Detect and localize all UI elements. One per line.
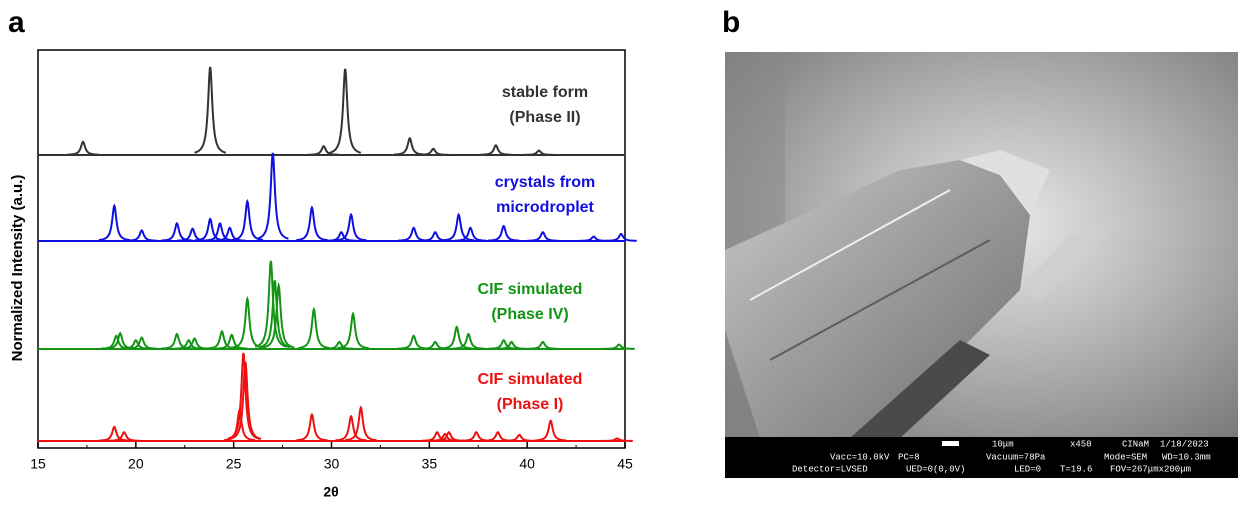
series-label: crystals from [495,174,596,191]
peak [214,226,246,242]
peak [337,311,369,350]
peak [256,152,289,240]
peak [216,333,248,350]
sem-info: 10μm [992,439,1014,449]
peak [480,144,512,156]
y-axis-label: Normalized Intensity (a.u.) [9,175,26,362]
peak [442,212,475,242]
peak [527,231,559,242]
x-tick-label: 15 [30,456,46,472]
peak [454,226,487,242]
peak [452,332,485,350]
series-label: microdroplet [496,199,594,216]
sem-info: CINaM [1122,439,1149,449]
panel-label: b [722,6,740,39]
peak [487,224,520,242]
peak [394,136,426,156]
series-label: (Phase II) [509,109,580,126]
series-label: stable form [502,84,588,101]
peak [204,221,236,242]
peak [433,431,465,442]
peak [254,260,287,348]
peak [194,66,227,154]
series-label: (Phase IV) [491,306,568,323]
x-tick-label: 45 [617,456,633,472]
sem-info: Vacuum=78Pa [986,452,1046,462]
peak [578,235,610,242]
peak [178,337,211,350]
peak [534,419,567,442]
sem-info: Detector=LVSED [792,464,868,474]
series-label: (Phase I) [497,396,564,413]
x-tick-label: 35 [422,456,438,472]
peak [397,334,430,350]
peak [125,229,158,242]
x-tick-label: 30 [324,456,340,472]
peak [345,405,377,442]
peak [323,340,356,350]
peak [488,339,520,350]
sem-info: Mode=SEM [1104,452,1147,462]
peak [231,198,264,241]
sem-image: 10μm x450 CINaM 1/18/2023 Vacc=10.0kV PC… [725,52,1238,478]
x-tick-label: 20 [128,456,144,472]
peak [161,221,193,242]
peak [108,431,140,442]
peak [441,325,473,350]
peak [307,145,340,156]
sem-info: x450 [1070,439,1092,449]
peak [296,205,328,242]
sem-info: PC=8 [898,452,920,462]
peak [262,281,295,349]
peak [231,295,264,349]
panel-label: a [8,6,25,39]
peak [125,336,158,350]
peak [172,339,205,350]
series-label: CIF simulated [478,281,583,298]
peak [482,431,514,442]
peak [335,414,367,442]
peak [605,232,637,242]
peak [229,361,262,440]
peak [98,203,131,242]
peak [417,147,449,156]
peak [67,140,99,156]
peak [120,339,152,350]
x-tick-label: 25 [226,456,242,472]
peak [98,425,131,442]
x-axis-label: 2θ [323,484,338,500]
peak [603,343,635,350]
peak [523,149,555,156]
peak [495,340,528,350]
peak [325,231,357,242]
sem-info: LED=0 [1014,464,1041,474]
peak [421,431,453,442]
sem-info: 1/18/2023 [1160,439,1209,449]
peak [329,68,362,154]
x-tick-label: 40 [519,456,535,472]
sem-info: T=19.6 [1060,464,1092,474]
sem-info: UED=0(0,0V) [906,464,965,474]
peak [527,340,559,350]
xrd-chart: 2θ Normalized Intensity (a.u.) 15 20 25 30 3… [9,49,637,500]
sem-info: WD=10.3mm [1162,452,1211,462]
peak [176,227,209,242]
sem-info: FOV=267μmx200μm [1110,464,1191,474]
peak [397,226,430,242]
peak [296,412,328,442]
peak [460,431,492,442]
peak [335,212,367,242]
series-label: CIF simulated [478,371,583,388]
peak [298,306,330,349]
peak [503,433,536,442]
peak [258,280,291,349]
peak [601,437,633,442]
sem-info: Vacc=10.0kV [830,452,890,462]
